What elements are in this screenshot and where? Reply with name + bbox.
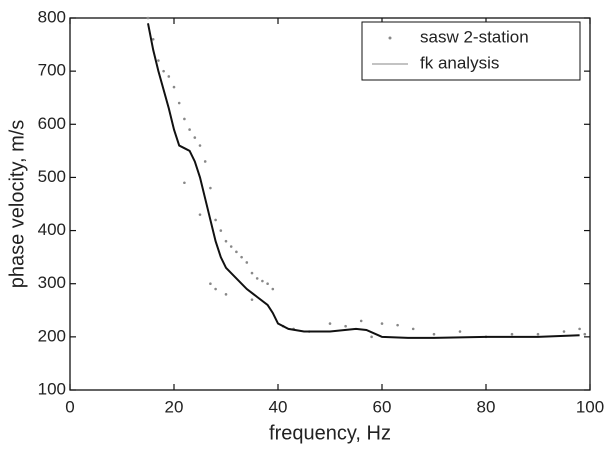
legend-label: fk analysis — [420, 53, 499, 72]
y-tick-label: 400 — [38, 220, 66, 239]
y-tick-label: 200 — [38, 326, 66, 345]
y-tick-label: 300 — [38, 273, 66, 292]
data-point — [203, 160, 207, 163]
data-point — [562, 330, 566, 333]
data-point — [214, 287, 217, 291]
data-point — [370, 335, 373, 339]
data-point — [162, 69, 165, 73]
data-point — [183, 181, 186, 185]
data-point — [183, 117, 186, 121]
data-point — [261, 279, 264, 283]
data-point — [209, 186, 212, 190]
data-point — [224, 239, 228, 243]
y-axis-label: phase velocity, m/s — [6, 120, 28, 289]
data-line — [147, 23, 580, 339]
data-point — [235, 250, 238, 254]
legend-box — [361, 21, 581, 81]
data-point — [536, 332, 540, 336]
data-point — [167, 75, 171, 78]
data-point — [359, 319, 363, 323]
data-point — [157, 59, 160, 62]
data-point — [240, 255, 243, 259]
x-tick-label: 100 — [576, 397, 604, 416]
x-tick-label: 40 — [269, 397, 288, 416]
data-point — [193, 136, 197, 139]
data-point — [396, 323, 399, 327]
x-tick-label: 80 — [477, 397, 496, 416]
legend-marker — [388, 36, 392, 40]
data-point — [198, 144, 202, 147]
data-point — [266, 282, 269, 286]
x-tick-label: 20 — [165, 397, 184, 416]
data-point — [146, 16, 150, 20]
data-point — [578, 327, 581, 331]
data-point — [271, 287, 275, 291]
data-point — [458, 330, 462, 333]
data-point — [229, 245, 233, 248]
data-point — [214, 218, 217, 222]
x-tick-label: 0 — [65, 397, 74, 416]
data-point — [328, 322, 332, 325]
x-axis-label: frequency, Hz — [269, 422, 391, 444]
y-tick-label: 500 — [38, 167, 66, 186]
y-tick-label: 600 — [38, 114, 66, 133]
data-point — [151, 37, 155, 41]
data-point — [250, 271, 254, 275]
data-point — [583, 332, 587, 336]
data-point — [177, 101, 181, 105]
data-point — [219, 229, 223, 232]
data-point — [188, 128, 191, 131]
data-point — [172, 85, 176, 89]
data-point — [344, 324, 347, 328]
data-point — [255, 277, 259, 280]
x-tick-label: 60 — [373, 397, 392, 416]
y-tick-label: 700 — [38, 61, 66, 80]
data-point — [198, 213, 202, 216]
data-point — [250, 298, 254, 301]
y-tick-label: 800 — [38, 7, 66, 26]
plot-frame — [69, 17, 591, 391]
data-point — [245, 261, 249, 264]
legend-label: sasw 2-station — [420, 27, 529, 46]
y-tick-label: 100 — [38, 379, 66, 398]
data-point — [510, 332, 514, 336]
data-point — [224, 293, 228, 296]
data-point — [380, 322, 384, 325]
data-point — [432, 332, 436, 336]
data-point — [411, 327, 415, 331]
data-point — [209, 282, 212, 286]
